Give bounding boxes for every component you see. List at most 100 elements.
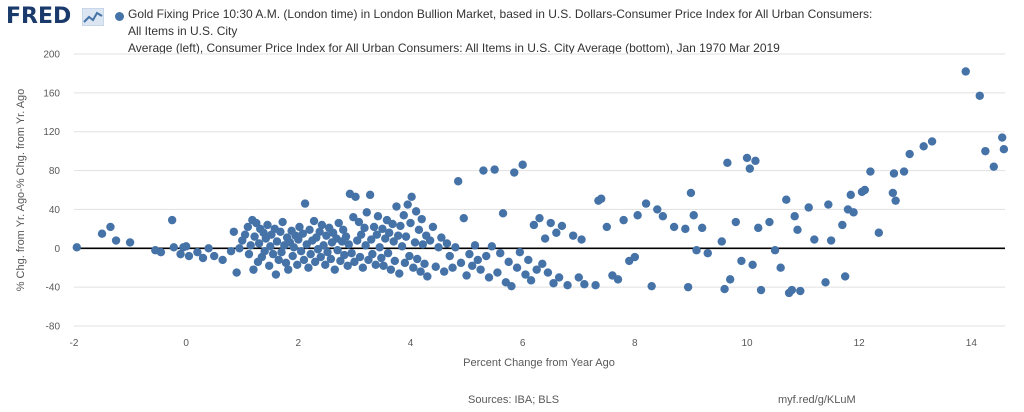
data-point: [787, 285, 797, 295]
data-point: [568, 231, 578, 240]
data-point: [299, 255, 309, 265]
data-points: [72, 67, 1009, 298]
data-point: [765, 217, 774, 227]
data-point: [321, 260, 330, 269]
data-point: [510, 168, 519, 177]
data-point: [745, 164, 755, 173]
data-point: [294, 235, 303, 244]
data-point: [358, 263, 368, 272]
data-point: [276, 227, 285, 236]
data-point: [846, 190, 855, 200]
data-point: [198, 253, 208, 263]
data-point: [563, 281, 572, 290]
data-point: [796, 286, 805, 296]
data-point: [891, 196, 900, 205]
data-point: [293, 260, 302, 269]
data-point: [860, 185, 869, 195]
data-point: [296, 247, 306, 256]
data-point: [268, 249, 278, 259]
data-point: [390, 256, 400, 266]
data-point: [717, 237, 726, 246]
data-point: [264, 261, 274, 270]
data-point: [413, 254, 422, 264]
data-point: [737, 256, 746, 266]
data-point: [521, 270, 530, 279]
data-point: [260, 247, 269, 256]
data-point: [439, 267, 449, 276]
chart-title: Gold Fixing Price 10:30 A.M. (London tim…: [128, 6, 888, 57]
data-point: [310, 257, 320, 267]
data-point: [526, 276, 536, 285]
data-point: [368, 249, 377, 259]
data-point: [804, 203, 813, 212]
y-tick-label: 160: [43, 88, 60, 99]
data-point: [782, 195, 791, 204]
data-point: [633, 211, 642, 220]
data-point: [476, 265, 485, 274]
data-point: [532, 265, 541, 274]
data-point: [535, 213, 544, 223]
data-point: [388, 219, 397, 229]
data-point: [243, 222, 253, 232]
data-point: [470, 241, 480, 250]
data-point: [821, 278, 830, 287]
data-point: [723, 158, 732, 167]
data-point: [577, 235, 586, 244]
data-point: [181, 242, 191, 251]
chart-header: FRED Gold Fixing Price 10:30 A.M. (Londo…: [0, 0, 1024, 55]
data-point: [515, 247, 525, 257]
y-tick-label: 120: [43, 127, 60, 138]
data-point: [323, 247, 332, 257]
data-point: [395, 269, 404, 278]
data-point: [277, 247, 286, 257]
data-point: [981, 146, 990, 156]
data-point: [377, 253, 386, 263]
data-point: [689, 211, 698, 220]
data-point: [125, 238, 135, 247]
data-point: [389, 237, 398, 246]
data-point: [355, 252, 365, 262]
data-point: [874, 228, 884, 237]
data-point: [295, 222, 304, 232]
data-point: [692, 246, 701, 255]
data-point: [289, 243, 299, 252]
data-point: [484, 273, 494, 282]
data-point: [272, 237, 282, 246]
data-point: [254, 239, 264, 248]
x-tick-label: -2: [70, 338, 79, 349]
data-point: [378, 224, 387, 234]
data-point: [396, 221, 405, 231]
data-point: [989, 162, 998, 171]
data-point: [397, 242, 407, 251]
data-point: [386, 265, 396, 274]
data-point: [529, 220, 539, 230]
data-point: [686, 188, 696, 198]
data-point: [393, 231, 403, 240]
data-point: [498, 209, 508, 218]
data-point: [451, 243, 460, 252]
data-point: [304, 263, 313, 272]
data-point: [226, 247, 236, 256]
data-point: [840, 272, 850, 281]
data-point: [379, 261, 388, 270]
data-point: [425, 236, 435, 245]
data-point: [406, 218, 415, 228]
short-url[interactable]: myf.red/g/KLuM: [778, 394, 856, 406]
data-point: [546, 218, 555, 228]
data-point: [309, 216, 319, 226]
fred-logo: FRED: [6, 4, 72, 29]
data-point: [838, 220, 847, 230]
data-point: [400, 258, 410, 268]
data-point: [681, 224, 690, 234]
data-point: [754, 223, 763, 233]
data-point: [403, 200, 412, 209]
data-point: [810, 235, 819, 244]
data-point: [333, 246, 342, 255]
data-point: [756, 285, 766, 295]
data-point: [462, 271, 471, 280]
data-point: [274, 255, 283, 265]
data-point: [961, 67, 970, 76]
data-point: [574, 273, 583, 282]
data-point: [372, 230, 382, 239]
